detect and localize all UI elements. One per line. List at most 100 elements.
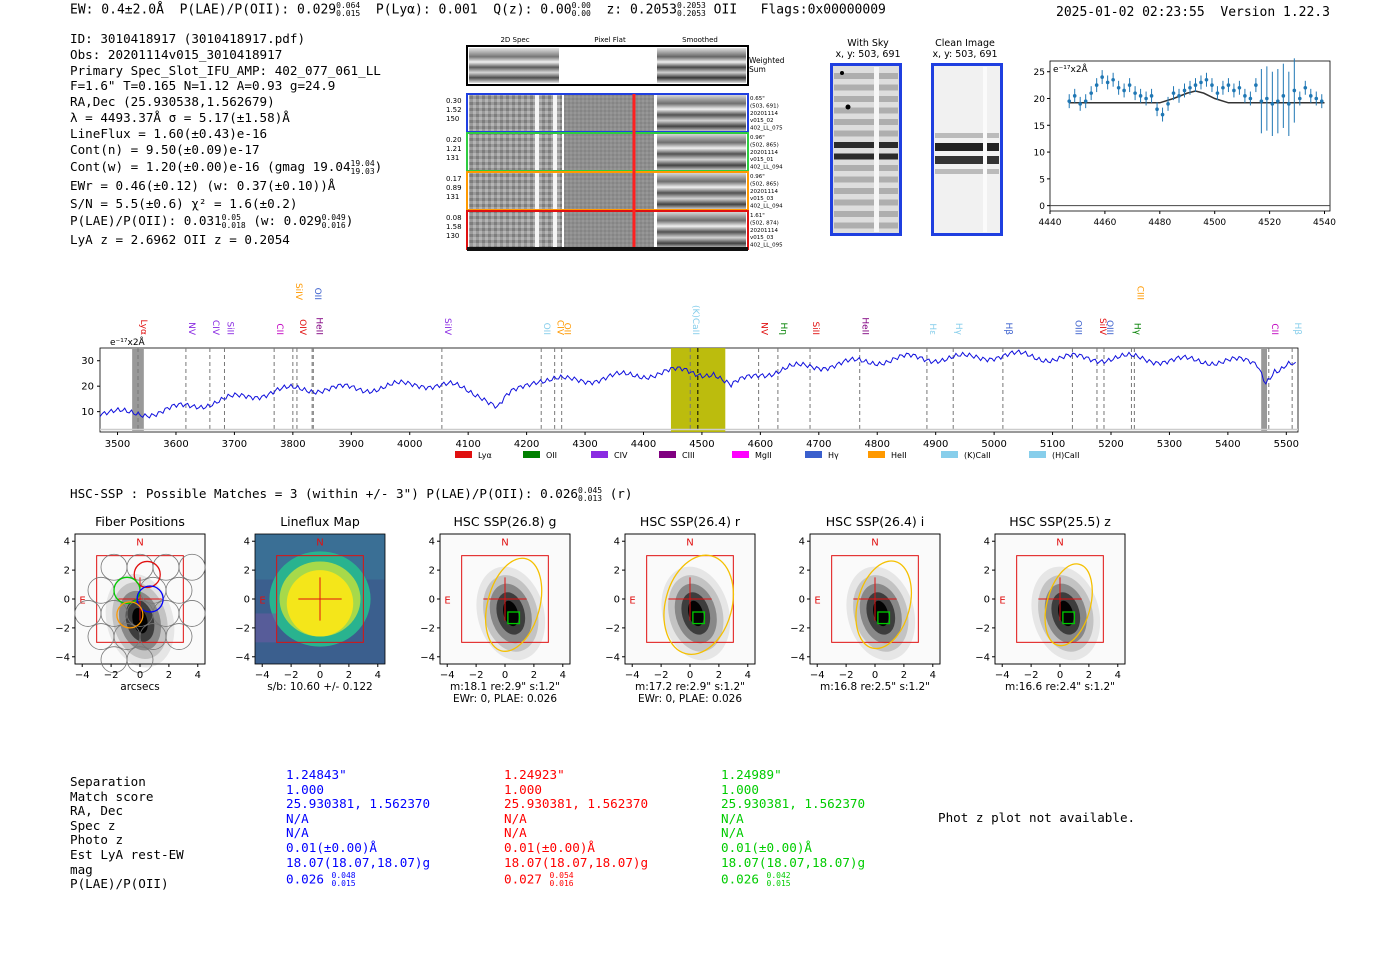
zoom-data-point xyxy=(1248,96,1253,101)
hsc-cutout-panels: Fiber Positions N E −4 −4 −2 −2 0 0 2 2 4 4 arcsecs Li… xyxy=(55,514,1126,705)
spec-x-tick-label: 5500 xyxy=(1274,439,1299,450)
hsc-y-tick-label: 4 xyxy=(984,537,990,548)
galaxy-image xyxy=(503,600,519,627)
aperture-box xyxy=(1016,555,1104,643)
row-label: Separation xyxy=(70,774,146,789)
match-cell: N/A xyxy=(504,810,527,826)
line-marker-label: OIV xyxy=(297,319,307,336)
info-radec: RA,Dec (25.930538,1.562679) xyxy=(70,94,275,110)
match-cell: N/A xyxy=(721,810,744,826)
fiber-right-label: 20201114 xyxy=(750,228,778,234)
hsc-y-tick-label: 2 xyxy=(429,566,435,577)
info-contn: Cont(n) = 9.50(±0.09)e-17 xyxy=(70,141,260,157)
fiber-circle-red xyxy=(133,560,161,589)
fiber-right-label: v015_03 xyxy=(750,235,774,241)
zoom-data-point xyxy=(1298,96,1302,101)
aperture-box xyxy=(831,555,919,643)
fiber-circle-orange xyxy=(116,601,144,629)
zoom-ylabel: e⁻¹⁷x2Å xyxy=(1053,63,1089,75)
fiber-pixel-flat xyxy=(564,94,654,132)
hsc-y-tick-label: 4 xyxy=(244,537,250,548)
header-z-type: OII xyxy=(713,2,738,18)
hsc-x-tick-label: 2 xyxy=(901,670,907,681)
hsc-y-tick-label: 0 xyxy=(984,595,990,606)
line-marker-label: NV xyxy=(759,322,769,336)
spec-y-tick-label: 30 xyxy=(81,356,94,367)
hsc-panel-caption: m:18.1 re:2.9" s:1.2" xyxy=(450,681,560,693)
fiber-circle xyxy=(126,646,154,674)
spec-x-tick-label: 4200 xyxy=(514,439,539,450)
fiber-2d-gap xyxy=(553,94,557,132)
zoom-data-point xyxy=(1259,99,1264,103)
fiber-circle xyxy=(178,600,206,627)
header-version: Version 1.22.3 xyxy=(1220,5,1330,20)
line-marker-label: CIV xyxy=(210,320,220,336)
compass-north: N xyxy=(501,538,508,549)
fiber-left-label: 0.20 xyxy=(446,136,462,144)
zoom-data-point xyxy=(1171,91,1176,95)
hsc-y-tick-label: −2 xyxy=(55,623,70,634)
header-timestamp: 2025-01-02 02:23:55 xyxy=(1056,5,1205,20)
zoom-data-point xyxy=(1281,94,1286,98)
spec-y-tick-label: 20 xyxy=(81,382,94,393)
sky-hot-pixel xyxy=(845,104,851,110)
spec-x-tick-label: 3600 xyxy=(163,439,188,450)
zoom-data-point xyxy=(1319,99,1324,103)
hsc-x-tick-label: 2 xyxy=(346,670,352,681)
line-marker-label: CIV xyxy=(555,320,565,336)
zoom-data-point xyxy=(1089,91,1093,95)
spec-x-tick-label: 5200 xyxy=(1098,439,1123,450)
line-marker-label: Hε xyxy=(927,323,937,335)
galaxy-image xyxy=(688,600,704,627)
info-lyaz: LyA z = 2.6962 OII z = 0.2054 xyxy=(70,231,290,247)
galaxy-ellipse xyxy=(1044,563,1093,647)
hsc-x-tick-label: −4 xyxy=(255,670,270,681)
compass-north: N xyxy=(316,538,323,549)
fiber-2d-spec xyxy=(469,211,562,249)
weighted-sum-label: Weighted Sum xyxy=(749,56,785,74)
clean-fiber-row xyxy=(935,156,999,164)
header-right: 2025-01-02 02:23:55 Version 1.22.3 xyxy=(1056,5,1330,20)
spec-x-tick-label: 4000 xyxy=(397,439,422,450)
zoom-data-point xyxy=(1265,96,1269,101)
row-label: Photo z xyxy=(70,832,124,848)
line-marker-label: SiII xyxy=(810,321,820,335)
sky-fiber-row xyxy=(834,176,898,183)
spec-x-tick-label: 5300 xyxy=(1157,439,1182,450)
line-marker-label: Hγ xyxy=(953,323,963,336)
zoom-data-point xyxy=(1226,83,1231,87)
fiber-right-label: v015_02 xyxy=(750,118,774,124)
sky-fiber-row xyxy=(834,73,898,79)
spec-x-tick-label: 4700 xyxy=(806,439,831,450)
hsc-y-tick-label: 2 xyxy=(799,566,805,577)
match-cell: 25.930381, 1.562370 xyxy=(721,796,866,812)
line-marker-label: CIII xyxy=(1134,286,1144,300)
line-marker-label: SiIV xyxy=(1097,318,1107,336)
match-column: 1.24923" 1.000 25.930381, 1.562370 N/A N/A 0.… xyxy=(504,767,649,888)
line-marker-label: Hβ xyxy=(1292,322,1302,335)
match-plae: 0.026 0.048 0.015 xyxy=(286,871,356,889)
sky-fiber-row xyxy=(834,188,898,194)
match-cell: 18.07(18.07,18.07)g xyxy=(286,854,431,870)
zoom-data-point xyxy=(1276,99,1280,103)
lineflux-map-region xyxy=(255,613,277,643)
hsc-x-tick-label: 2 xyxy=(716,670,722,681)
compass-north: N xyxy=(136,538,143,549)
zoom-x-tick-label: 4500 xyxy=(1203,218,1226,228)
hsc-y-tick-label: 2 xyxy=(64,566,70,577)
fiber-right-label: 402_LL_075 xyxy=(750,126,783,132)
hsc-x-tick-label: −2 xyxy=(654,670,669,681)
hsc-y-tick-label: 2 xyxy=(984,566,990,577)
line-marker-label: (K)CaII xyxy=(690,305,700,335)
match-cell: 25.930381, 1.562370 xyxy=(504,796,649,812)
zoom-data-point xyxy=(1127,83,1132,87)
spec-x-tick-label: 3900 xyxy=(339,439,364,450)
zoom-x-tick-label: 4520 xyxy=(1258,218,1281,228)
line-marker-label: OII xyxy=(562,323,572,335)
fiber-left-label: 1.58 xyxy=(446,223,462,231)
row-label: Spec z xyxy=(70,817,116,833)
hsc-panel-caption: arcsecs xyxy=(120,681,159,693)
spec-x-tick-label: 3800 xyxy=(280,439,305,450)
sky-fiber-row xyxy=(834,199,898,206)
line-marker-label: OIII xyxy=(1104,320,1114,335)
